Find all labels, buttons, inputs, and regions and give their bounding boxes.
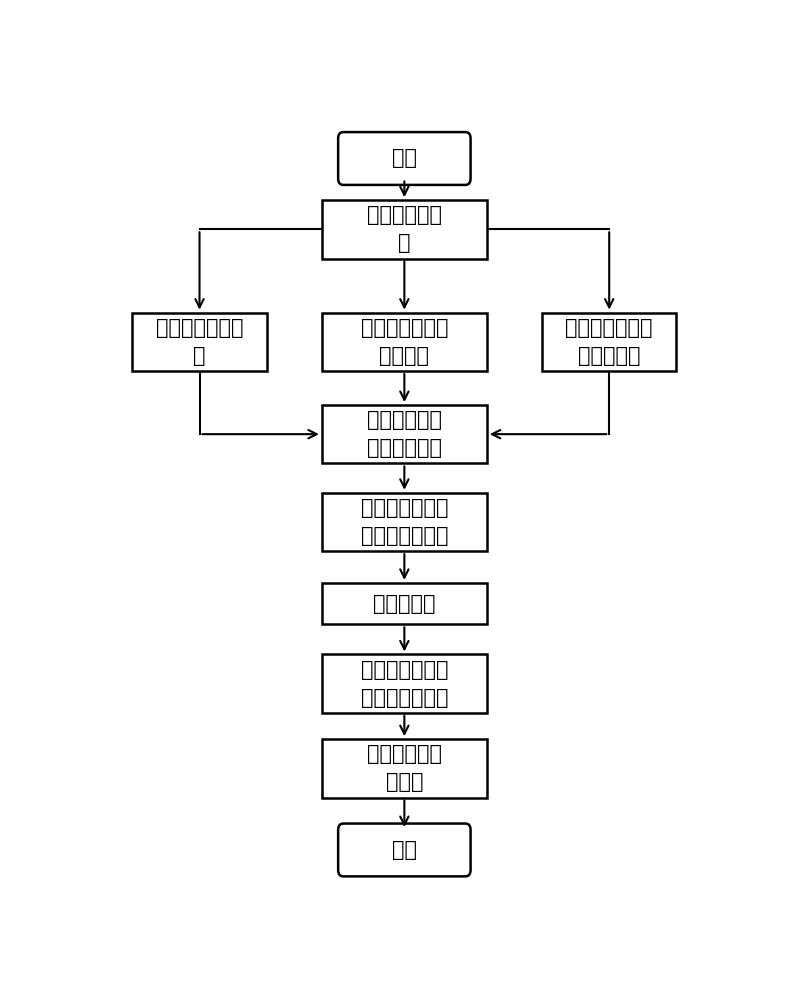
FancyBboxPatch shape: [322, 313, 487, 371]
Text: 结束: 结束: [392, 840, 417, 860]
Text: 添加惩罚项，转
化为凸优化问题: 添加惩罚项，转 化为凸优化问题: [361, 660, 448, 708]
FancyBboxPatch shape: [322, 654, 487, 713]
Text: 引入辅助变量，
转化为非凸问题: 引入辅助变量， 转化为非凸问题: [361, 498, 448, 546]
Text: 建立参考坐标
系: 建立参考坐标 系: [367, 205, 442, 253]
Text: 最坏情况下的
鲁棒最小二乘: 最坏情况下的 鲁棒最小二乘: [367, 410, 442, 458]
FancyBboxPatch shape: [338, 132, 470, 185]
FancyBboxPatch shape: [322, 493, 487, 551]
Text: 开始: 开始: [392, 148, 417, 168]
FancyBboxPatch shape: [322, 583, 487, 624]
FancyBboxPatch shape: [322, 405, 487, 463]
FancyBboxPatch shape: [133, 313, 267, 371]
FancyBboxPatch shape: [322, 200, 487, 259]
Text: 凸松弛技术: 凸松弛技术: [373, 594, 436, 614]
FancyBboxPatch shape: [338, 824, 470, 876]
Text: 目标节点的坐
标位置: 目标节点的坐 标位置: [367, 744, 442, 792]
Text: 锚节点的位置坐
标: 锚节点的位置坐 标: [155, 318, 243, 366]
Text: 锚节点的到达时
间测量值: 锚节点的到达时 间测量值: [361, 318, 448, 366]
FancyBboxPatch shape: [542, 313, 676, 371]
Text: 将所有链路当作
非视距链路: 将所有链路当作 非视距链路: [566, 318, 653, 366]
FancyBboxPatch shape: [322, 739, 487, 798]
